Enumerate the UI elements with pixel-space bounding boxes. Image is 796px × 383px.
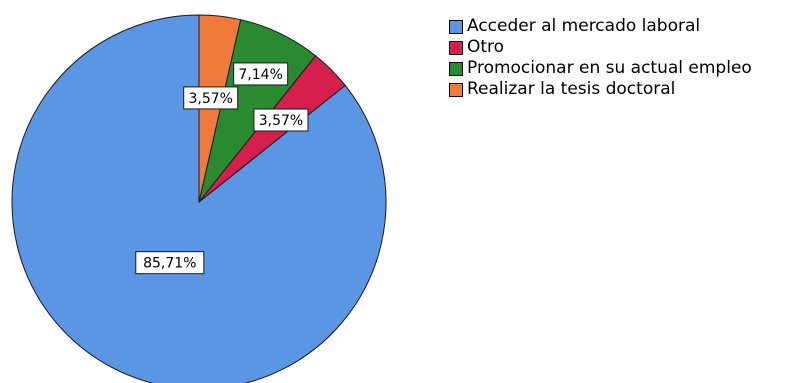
legend-item-3: Realizar la tesis doctoral <box>449 79 752 100</box>
pie-data-label-0: 85,71% <box>135 251 205 275</box>
pie-data-label-3: 3,57% <box>183 86 239 110</box>
pie-data-label-text-3: 3,57% <box>188 91 232 107</box>
legend-label-1: Otro <box>467 37 505 57</box>
pie-data-label-box-2 <box>233 62 289 86</box>
legend-item-1: Otro <box>449 37 752 58</box>
pie-data-labels: 85,71% 3,57% 7,14% 3,57% <box>135 62 309 275</box>
legend-label-2: Promocionar en su actual empleo <box>467 58 752 78</box>
pie-data-label-1: 3,57% <box>253 108 309 132</box>
legend-swatch-1 <box>449 40 463 55</box>
pie-data-label-2: 7,14% <box>233 62 289 86</box>
pie-data-label-box-1 <box>253 108 309 132</box>
legend-swatch-3 <box>449 82 463 97</box>
legend-swatch-0 <box>449 19 463 34</box>
legend-swatch-2 <box>449 61 463 76</box>
legend-item-2: Promocionar en su actual empleo <box>449 58 752 79</box>
legend-item-0: Acceder al mercado laboral <box>449 16 752 37</box>
pie-data-label-box-0 <box>135 251 205 275</box>
pie-data-label-text-0: 85,71% <box>143 256 196 272</box>
pie-data-label-text-1: 3,57% <box>259 113 303 129</box>
pie-data-label-text-2: 7,14% <box>238 67 282 83</box>
pie-data-label-box-3 <box>183 86 239 110</box>
legend-label-3: Realizar la tesis doctoral <box>467 79 676 99</box>
legend-label-0: Acceder al mercado laboral <box>467 16 701 36</box>
pie-slices <box>11 14 387 383</box>
chart-legend: Acceder al mercado laboral Otro Promociona… <box>449 16 752 100</box>
